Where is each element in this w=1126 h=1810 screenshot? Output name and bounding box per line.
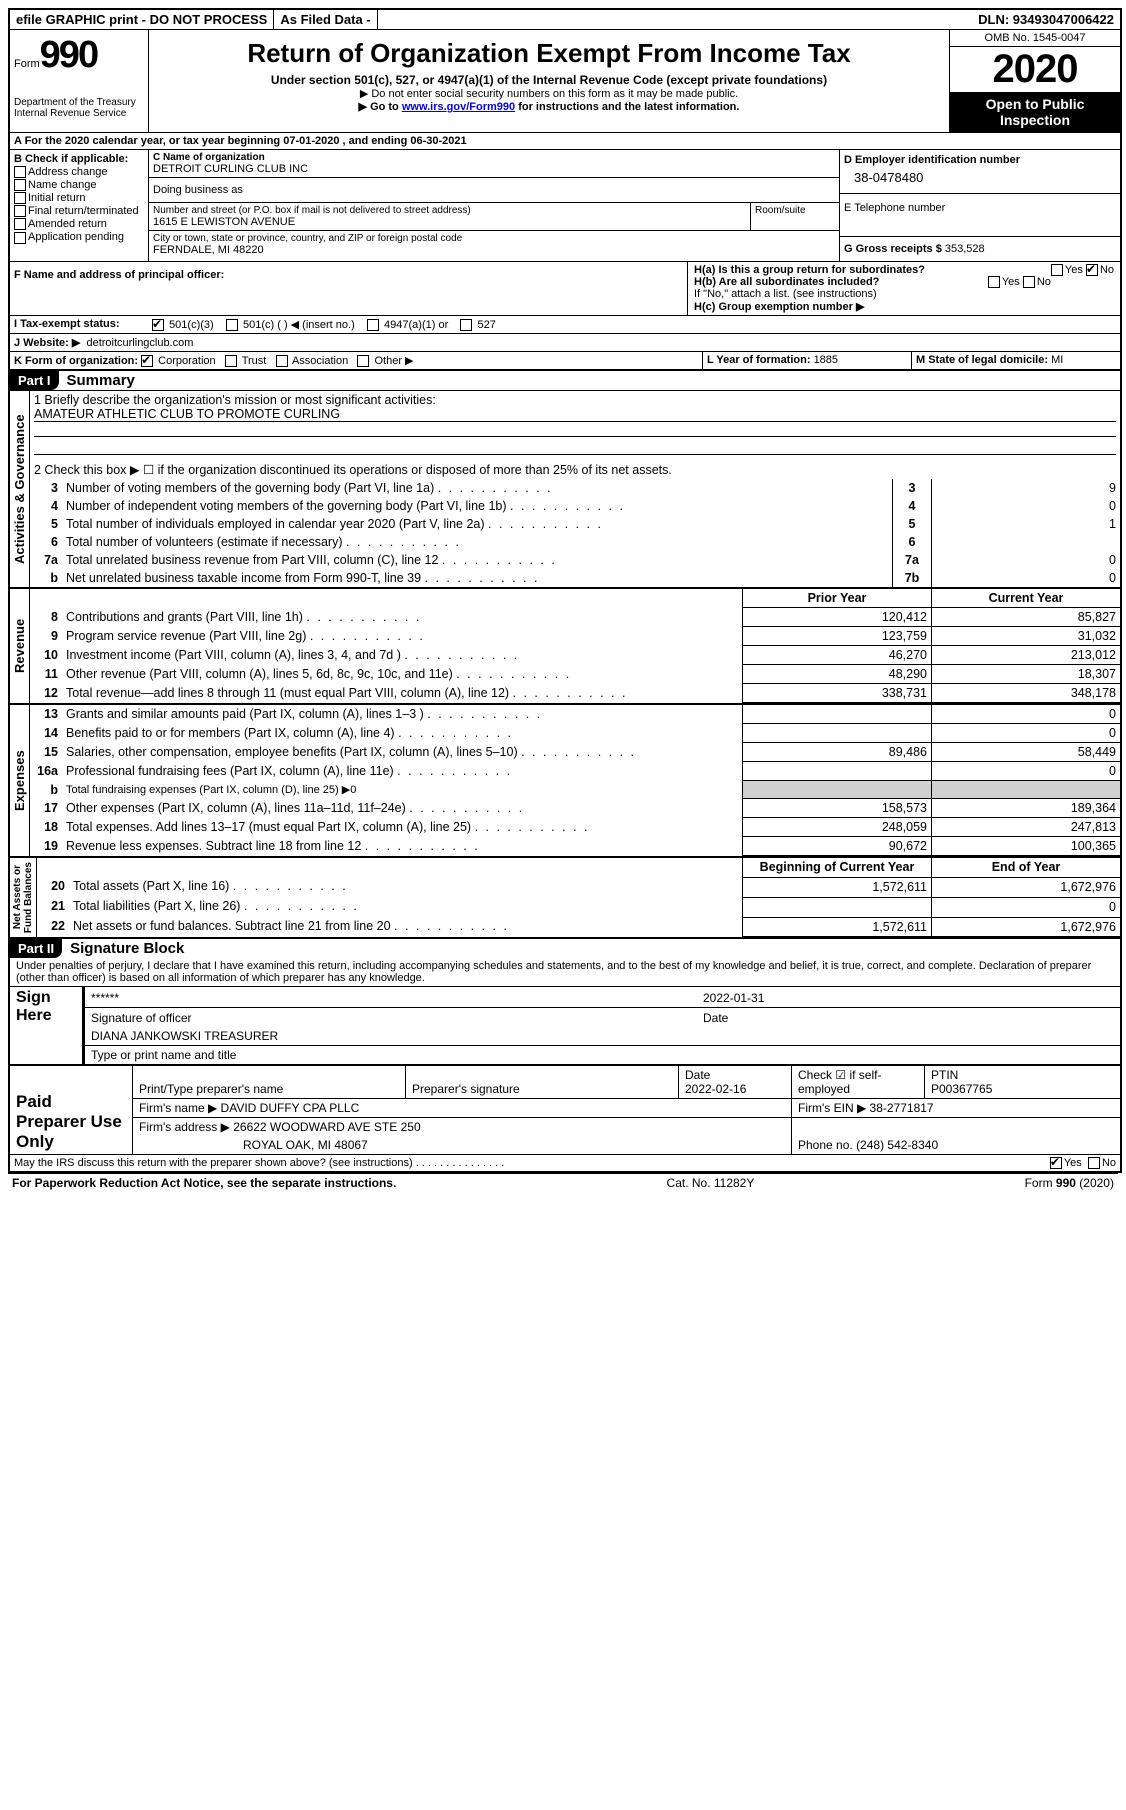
org-city: FERNDALE, MI 48220	[153, 244, 835, 256]
form-number: 990	[40, 34, 97, 76]
section-deg: D Employer identification number 38-0478…	[839, 150, 1120, 261]
section-j: J Website: ▶ detroitcurlingclub.com	[10, 333, 1120, 351]
perjury-declaration: Under penalties of perjury, I declare th…	[10, 958, 1120, 986]
dept-label: Department of the Treasury Internal Reve…	[14, 97, 144, 119]
section-c: C Name of organization DETROIT CURLING C…	[149, 150, 839, 261]
form-990-page: efile GRAPHIC print - DO NOT PROCESS As …	[8, 8, 1122, 1173]
ein: 38-0478480	[844, 166, 1116, 189]
revenue-section: Revenue Prior YearCurrent Year 8Contribu…	[10, 587, 1120, 703]
form-note-2: ▶ Go to www.irs.gov/Form990 for instruct…	[157, 100, 941, 113]
website: detroitcurlingclub.com	[86, 337, 193, 349]
form-subtitle: Under section 501(c), 527, or 4947(a)(1)…	[157, 73, 941, 87]
section-i: I Tax-exempt status: 501(c)(3) 501(c) ( …	[10, 315, 1120, 333]
part-2: Part IISignature Block	[10, 937, 1120, 958]
part1-body: Activities & Governance 1 Briefly descri…	[10, 390, 1120, 587]
form-note-1: ▶ Do not enter social security numbers o…	[157, 87, 941, 100]
form-prefix: Form	[14, 58, 40, 70]
org-name: DETROIT CURLING CLUB INC	[153, 163, 835, 175]
paid-preparer-block: Paid Preparer Use Only Print/Type prepar…	[10, 1064, 1120, 1154]
section-f: F Name and address of principal officer:	[10, 262, 687, 315]
efile-notice: efile GRAPHIC print - DO NOT PROCESS	[10, 10, 274, 29]
irs-link[interactable]: www.irs.gov/Form990	[402, 101, 515, 113]
vlabel-expenses: Expenses	[10, 705, 29, 856]
dln: DLN: 93493047006422	[972, 10, 1120, 29]
discuss-row: May the IRS discuss this return with the…	[10, 1154, 1120, 1171]
vlabel-net: Net Assets or Fund Balances	[10, 858, 36, 937]
line-a: A For the 2020 calendar year, or tax yea…	[10, 132, 1120, 149]
vlabel-governance: Activities & Governance	[10, 391, 29, 587]
officer-name: DIANA JANKOWSKI TREASURER	[84, 1027, 1121, 1046]
firm-name: DAVID DUFFY CPA PLLC	[221, 1101, 360, 1115]
vlabel-revenue: Revenue	[10, 589, 29, 703]
expenses-section: Expenses 13Grants and similar amounts pa…	[10, 703, 1120, 856]
as-filed: As Filed Data -	[274, 10, 377, 29]
f-h-block: F Name and address of principal officer:…	[10, 261, 1120, 315]
page-footer: For Paperwork Reduction Act Notice, see …	[8, 1173, 1118, 1192]
form-title: Return of Organization Exempt From Incom…	[157, 38, 941, 69]
part-1: Part ISummary	[10, 369, 1120, 390]
sign-here-block: Sign Here ****** 2022-01-31 Signature of…	[10, 986, 1120, 1064]
top-status-bar: efile GRAPHIC print - DO NOT PROCESS As …	[10, 10, 1120, 30]
omb-number: OMB No. 1545-0047	[950, 30, 1120, 47]
tax-year: 2020	[950, 47, 1120, 92]
mission-text: AMATEUR ATHLETIC CLUB TO PROMOTE CURLING	[34, 407, 1116, 422]
b-label: B Check if applicable:	[14, 153, 144, 165]
entity-info-block: B Check if applicable: Address change Na…	[10, 149, 1120, 261]
form-header: Form990 Department of the Treasury Inter…	[10, 30, 1120, 132]
gross-receipts: 353,528	[945, 243, 985, 255]
net-section: Net Assets or Fund Balances Beginning of…	[10, 856, 1120, 937]
org-street: 1615 E LEWISTON AVENUE	[153, 216, 746, 228]
section-b: B Check if applicable: Address change Na…	[10, 150, 149, 261]
section-h: H(a) Is this a group return for subordin…	[687, 262, 1120, 315]
open-to-public: Open to Public Inspection	[950, 92, 1120, 132]
section-klm: K Form of organization: Corporation Trus…	[10, 351, 1120, 369]
